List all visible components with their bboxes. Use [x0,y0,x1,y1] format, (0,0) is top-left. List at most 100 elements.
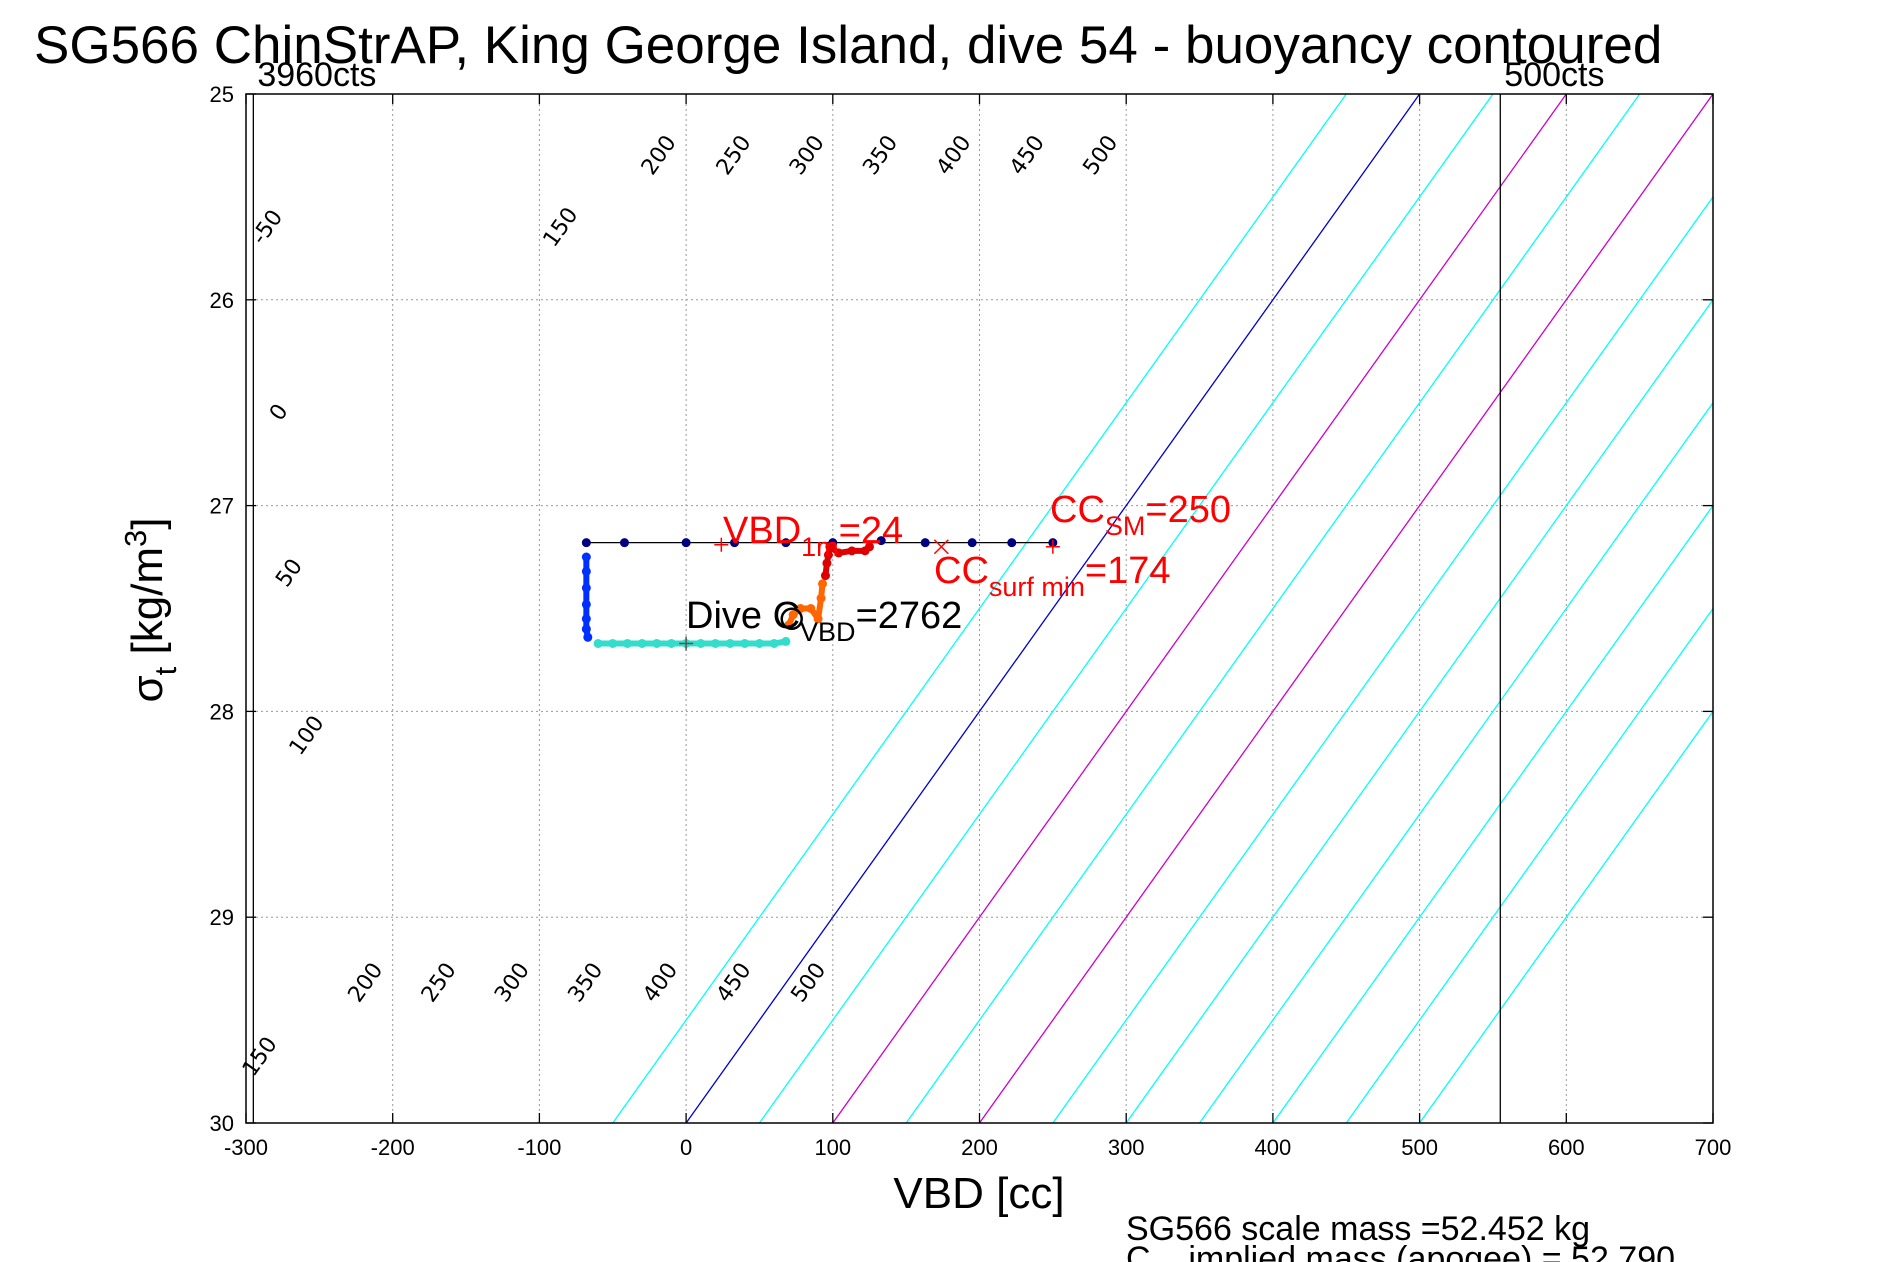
near-surface-point [823,550,833,560]
annotation-vbd-1m: VBD1m=24 [723,510,903,562]
annotation-cc-sm-sub: SM [1105,511,1146,541]
descent-point [581,599,591,609]
descent-point [583,632,593,642]
x-tick-label: 300 [1108,1135,1145,1160]
y-tick-label: 27 [210,494,234,519]
ascent-point [813,614,823,624]
data-markers [679,537,1060,651]
y-axis-label-sub: t [148,666,183,675]
vbd-1m-marker [714,537,729,552]
contour-label: 0 [265,400,293,426]
ascent-point [818,579,828,589]
surface-point [920,538,930,548]
bottom-point [637,638,647,648]
surface-point [619,538,629,548]
bottom-point [725,638,735,648]
dive-c-vbd-marker [780,607,803,631]
contour-line [905,94,1641,1123]
annotation-cc-sm: CCSM=250 [1050,489,1231,541]
surface-point [967,538,977,548]
vbd-limit-label: 3960cts [257,56,376,94]
x-tick-label: 200 [961,1135,998,1160]
x-tick-label: 400 [1255,1135,1292,1160]
ascent-point [816,593,826,603]
ascent-point [806,604,816,613]
contour-line [1052,195,1713,1123]
annotation-cc-sm-value: =250 [1145,489,1231,531]
contour-label: 350 [858,131,903,180]
y-tick-label: 25 [210,82,234,107]
descent-point [581,583,591,593]
surface-point [1007,538,1017,548]
annotation-dive-c-vbd-main: Dive C [686,595,800,637]
contour-line [832,94,1567,1123]
contour-label: 500 [1078,131,1123,180]
contour-label: 350 [564,958,609,1007]
x-tick-label: -200 [371,1135,415,1160]
descent-point [581,552,591,562]
contour-label: 150 [238,1032,283,1081]
contour-line [1199,401,1713,1123]
bottom-point [696,638,706,648]
ascent-point [788,610,798,620]
x-tick-label: 700 [1695,1135,1732,1160]
descent-point [581,614,591,624]
annotation-vbd-1m-main: VBD [723,510,801,552]
x-axis-label: VBD [cc] [893,1169,1064,1218]
annotation-vbd-1m-sub: 1m [801,532,839,562]
contour-label: 250 [417,958,462,1007]
data-series [581,536,1058,648]
footer-implied-mass-rest: implied mass (apogee) = 52.790 [1151,1240,1675,1262]
contour-line [612,94,1347,1123]
annotation-cc-surf-min-value: =174 [1085,550,1171,592]
near-surface-point [822,558,832,568]
contour-label: 450 [1005,131,1050,180]
contour-label: 300 [490,958,535,1007]
x-tick-label: -300 [224,1135,268,1160]
bottom-point [754,638,764,648]
contour-label: 100 [285,711,330,760]
footer-implied-mass: C implied mass (apogee) = 52.790 [1126,1240,1675,1262]
annotation-dive-c-vbd-sub: VBD [800,617,856,647]
contour-label: 50 [271,555,308,592]
y-axis-label-symbol: σ [123,675,172,702]
annotation-cc-surf-min-sub: surf min [989,572,1085,602]
y-tick-label: 28 [210,699,234,724]
annotation-dive-c-vbd: Dive CVBD=2762 [686,595,962,647]
cc-sm-marker [1045,539,1060,554]
surface-point [681,538,691,548]
bottom-point [652,638,662,648]
bottom-point [593,638,603,648]
near-surface-point [820,571,830,581]
y-tick-label: 26 [210,288,234,313]
near-surface-point [834,548,844,558]
x-tick-label: 100 [814,1135,851,1160]
grid-lines [246,94,1713,1123]
bottom-point [781,636,791,646]
surface-point [730,538,740,548]
y-axis-label-units: [kg/m [123,547,172,667]
footer-implied-mass-main: C [1126,1240,1151,1262]
surface-point [581,538,591,548]
bottom-point [769,638,779,648]
footer-scale-mass: SG566 scale mass =52.452 kg [1126,1210,1590,1248]
bottom-point [608,638,618,648]
contour-line [1419,710,1713,1123]
y-axis-label: σt [kg/m3] [118,517,183,702]
y-tick-label: 29 [210,905,234,930]
annotation-cc-surf-min-main: CC [934,550,989,592]
chart-title: SG566 ChinStrAP, King George Island, div… [34,16,1662,75]
annotation-cc-sm-main: CC [1050,489,1105,531]
near-surface-point [864,542,874,552]
contour-label: 400 [932,131,977,180]
y-tick-label: 30 [210,1111,234,1136]
contour-line [685,94,1421,1123]
contour-label: 250 [712,131,757,180]
near-surface-point [825,542,835,552]
y-axis-label-units-sup: 3 [118,530,153,547]
descent-point [581,566,591,576]
x-tick-label: 600 [1548,1135,1585,1160]
bottom-point [622,638,632,648]
buoyancy-contours [612,94,1713,1123]
